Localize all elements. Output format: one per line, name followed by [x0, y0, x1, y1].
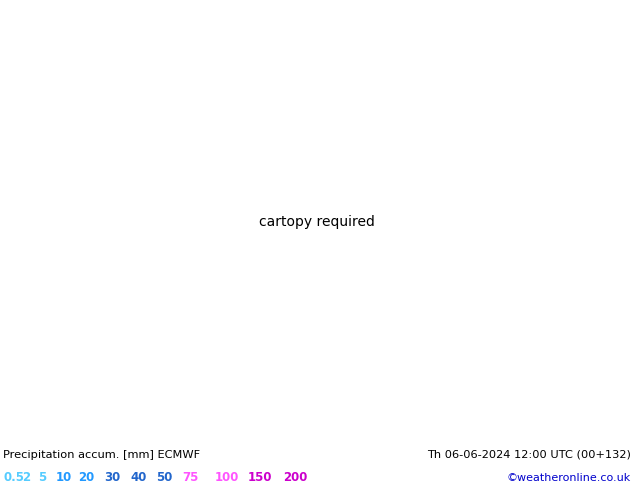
Text: ©weatheronline.co.uk: ©weatheronline.co.uk: [507, 473, 631, 483]
Text: 20: 20: [78, 471, 94, 485]
Text: Precipitation accum. [mm] ECMWF: Precipitation accum. [mm] ECMWF: [3, 450, 200, 460]
Text: 75: 75: [182, 471, 198, 485]
Text: 10: 10: [56, 471, 72, 485]
Text: 200: 200: [283, 471, 307, 485]
Text: cartopy required: cartopy required: [259, 216, 375, 229]
Text: 150: 150: [248, 471, 273, 485]
Text: 100: 100: [215, 471, 240, 485]
Text: 0.5: 0.5: [3, 471, 24, 485]
Text: 30: 30: [104, 471, 120, 485]
Text: 40: 40: [130, 471, 146, 485]
Text: 2: 2: [22, 471, 30, 485]
Text: 50: 50: [156, 471, 172, 485]
Text: 5: 5: [38, 471, 46, 485]
Text: Th 06-06-2024 12:00 UTC (00+132): Th 06-06-2024 12:00 UTC (00+132): [427, 450, 631, 460]
